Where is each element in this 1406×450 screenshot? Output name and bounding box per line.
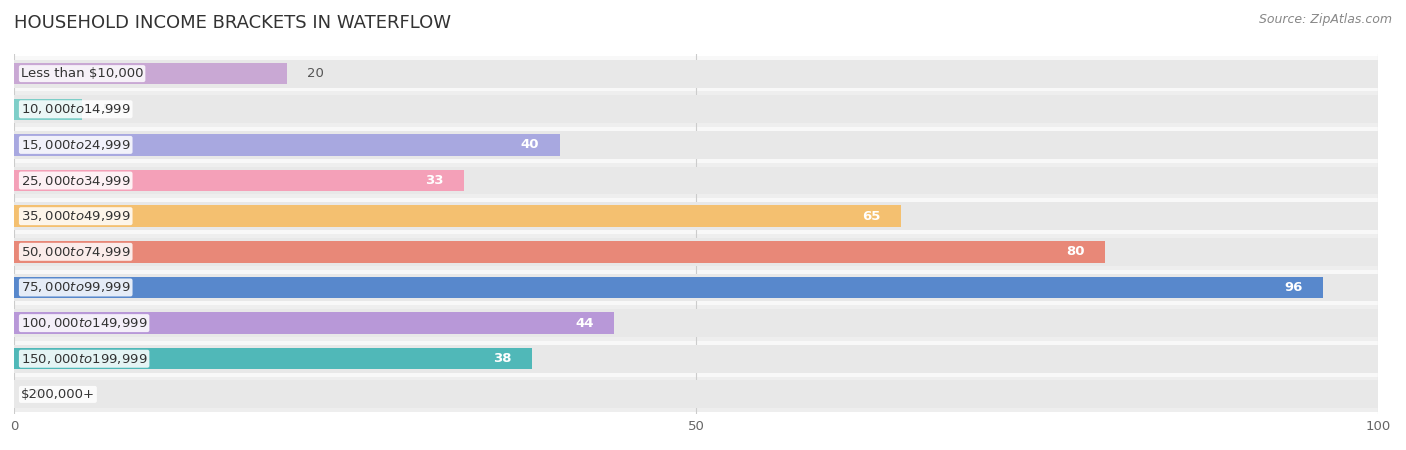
Text: $35,000 to $49,999: $35,000 to $49,999 — [21, 209, 131, 223]
Bar — [14, 312, 614, 334]
Bar — [14, 170, 464, 191]
Text: $15,000 to $24,999: $15,000 to $24,999 — [21, 138, 131, 152]
Bar — [14, 277, 1323, 298]
Bar — [14, 63, 287, 84]
Text: $10,000 to $14,999: $10,000 to $14,999 — [21, 102, 131, 116]
Text: $200,000+: $200,000+ — [21, 388, 94, 401]
Bar — [14, 134, 560, 156]
Bar — [14, 202, 1378, 230]
Bar — [14, 163, 1378, 198]
Text: 20: 20 — [308, 67, 325, 80]
Bar — [14, 381, 1378, 408]
Text: 5: 5 — [103, 103, 111, 116]
Text: $25,000 to $34,999: $25,000 to $34,999 — [21, 174, 131, 188]
Bar — [14, 99, 82, 120]
Bar — [14, 238, 1378, 266]
Bar — [14, 377, 1378, 412]
Text: 44: 44 — [575, 317, 593, 329]
Text: 80: 80 — [1066, 245, 1084, 258]
Bar — [14, 270, 1378, 305]
Bar — [14, 166, 1378, 194]
Text: 33: 33 — [425, 174, 444, 187]
Bar — [14, 234, 1378, 270]
Bar — [14, 348, 533, 369]
Bar — [14, 309, 1378, 337]
Bar — [14, 60, 1378, 87]
Bar — [14, 95, 1378, 123]
Text: 65: 65 — [862, 210, 880, 223]
Bar — [14, 206, 900, 227]
Bar — [14, 341, 1378, 377]
Text: 96: 96 — [1285, 281, 1303, 294]
Text: Less than $10,000: Less than $10,000 — [21, 67, 143, 80]
Text: 0: 0 — [35, 388, 44, 401]
Bar — [14, 91, 1378, 127]
Text: $150,000 to $199,999: $150,000 to $199,999 — [21, 352, 148, 366]
Text: Source: ZipAtlas.com: Source: ZipAtlas.com — [1258, 14, 1392, 27]
Text: 40: 40 — [520, 139, 538, 151]
Bar — [14, 131, 1378, 159]
Bar — [14, 345, 1378, 373]
Text: $75,000 to $99,999: $75,000 to $99,999 — [21, 280, 131, 294]
Bar — [14, 127, 1378, 163]
Bar — [14, 305, 1378, 341]
Text: HOUSEHOLD INCOME BRACKETS IN WATERFLOW: HOUSEHOLD INCOME BRACKETS IN WATERFLOW — [14, 14, 451, 32]
Text: $50,000 to $74,999: $50,000 to $74,999 — [21, 245, 131, 259]
Text: 38: 38 — [494, 352, 512, 365]
Text: $100,000 to $149,999: $100,000 to $149,999 — [21, 316, 148, 330]
Bar — [14, 198, 1378, 234]
Bar — [14, 241, 1105, 262]
Bar — [14, 274, 1378, 302]
Bar — [14, 56, 1378, 91]
